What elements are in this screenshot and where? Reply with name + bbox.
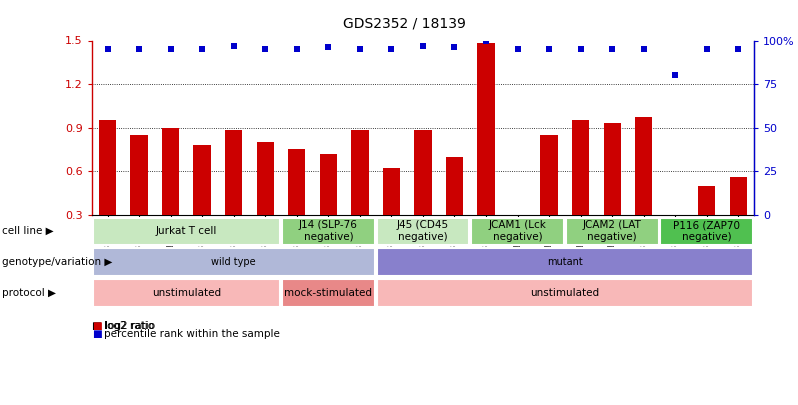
Bar — [446, 157, 463, 215]
FancyBboxPatch shape — [282, 279, 375, 307]
Text: Jurkat T cell: Jurkat T cell — [156, 226, 217, 236]
Text: log2 ratio: log2 ratio — [104, 321, 154, 330]
Text: J14 (SLP-76
negative): J14 (SLP-76 negative) — [299, 220, 358, 242]
Bar — [572, 120, 589, 215]
Text: genotype/variation ▶: genotype/variation ▶ — [2, 257, 113, 267]
Bar — [225, 130, 243, 215]
Bar — [162, 128, 180, 215]
Text: wild type: wild type — [211, 257, 256, 267]
Bar — [477, 43, 495, 215]
Text: GDS2352 / 18139: GDS2352 / 18139 — [343, 16, 466, 30]
FancyBboxPatch shape — [93, 217, 280, 245]
Text: protocol ▶: protocol ▶ — [2, 288, 57, 298]
Bar — [99, 120, 117, 215]
FancyBboxPatch shape — [377, 279, 753, 307]
Text: unstimulated: unstimulated — [531, 288, 599, 298]
Bar — [288, 149, 306, 215]
Text: mock-stimulated: mock-stimulated — [284, 288, 373, 298]
Bar — [666, 215, 684, 232]
FancyBboxPatch shape — [93, 248, 375, 276]
FancyBboxPatch shape — [661, 217, 753, 245]
Bar — [320, 154, 337, 215]
FancyBboxPatch shape — [282, 217, 375, 245]
Bar — [603, 123, 621, 215]
Text: mutant: mutant — [547, 257, 583, 267]
Bar — [729, 177, 747, 215]
Text: percentile rank within the sample: percentile rank within the sample — [104, 329, 279, 339]
FancyBboxPatch shape — [377, 217, 469, 245]
Bar — [193, 145, 211, 215]
Text: ■: ■ — [92, 329, 101, 339]
Text: JCAM2 (LAT
negative): JCAM2 (LAT negative) — [583, 220, 642, 242]
Bar — [351, 130, 369, 215]
Text: JCAM1 (Lck
negative): JCAM1 (Lck negative) — [488, 220, 547, 242]
FancyBboxPatch shape — [93, 279, 280, 307]
Bar — [130, 135, 148, 215]
Bar — [698, 185, 716, 215]
Text: unstimulated: unstimulated — [152, 288, 221, 298]
Text: cell line ▶: cell line ▶ — [2, 226, 54, 236]
Bar — [414, 130, 432, 215]
FancyBboxPatch shape — [471, 217, 564, 245]
Text: P116 (ZAP70
negative): P116 (ZAP70 negative) — [674, 220, 741, 242]
FancyBboxPatch shape — [566, 217, 658, 245]
Bar — [257, 142, 274, 215]
FancyBboxPatch shape — [377, 248, 753, 276]
Text: ■ log2 ratio: ■ log2 ratio — [92, 321, 155, 330]
Text: J45 (CD45
negative): J45 (CD45 negative) — [397, 220, 449, 242]
Text: ■: ■ — [92, 321, 101, 330]
Bar — [635, 117, 653, 215]
Bar — [383, 168, 400, 215]
Bar — [540, 135, 558, 215]
